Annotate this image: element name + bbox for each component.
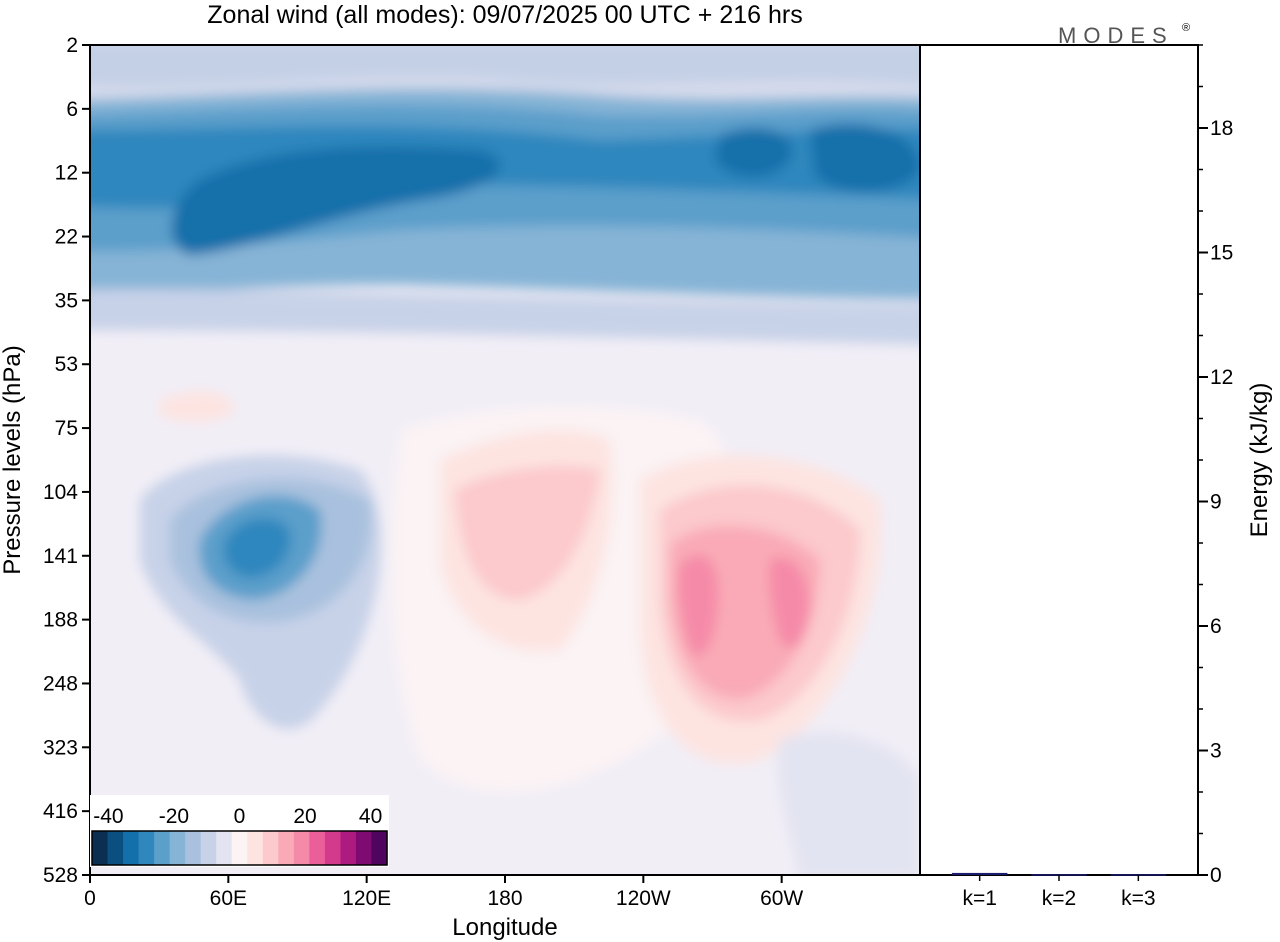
energy-axis-label: Energy (kJ/kg) — [1246, 383, 1273, 538]
x-tick-label: 60E — [210, 887, 247, 910]
y-tick-label: 104 — [43, 481, 78, 504]
energy-tick-label: 3 — [1210, 740, 1222, 763]
colorbar-tick-label: 20 — [293, 805, 316, 828]
blob-negative-core — [223, 517, 291, 579]
energy-y-axis: 0 3 6 9 12 15 18 — [1198, 44, 1233, 887]
energy-tick-label: 6 — [1210, 615, 1222, 638]
colorbar-swatch — [216, 831, 233, 865]
colorbar-swatch — [324, 831, 342, 865]
colorbar-swatch — [107, 831, 124, 865]
band-top-edge — [90, 45, 920, 88]
colorbar-swatch — [262, 831, 279, 865]
colorbar-swatch — [200, 831, 217, 865]
blob-positive-small — [160, 391, 235, 422]
colorbar-tick-label: -20 — [159, 805, 189, 828]
energy-bars — [951, 872, 1167, 876]
colorbar-swatch — [278, 831, 295, 865]
x-axis-label: Longitude — [452, 914, 557, 941]
x-tick-label: 0 — [84, 887, 96, 910]
y-tick-label: 141 — [43, 545, 78, 568]
x-tick-label: 60W — [760, 887, 803, 910]
colorbar-tick-label: 40 — [359, 805, 382, 828]
energy-tick-label: 12 — [1210, 366, 1233, 389]
colorbar — [90, 795, 389, 867]
energy-tick-label: 15 — [1210, 242, 1233, 265]
blob-surface-negative — [777, 732, 920, 875]
y-axis-label: Pressure levels (hPa) — [0, 345, 26, 574]
y-tick-label: 188 — [43, 609, 78, 632]
brand-logo: MODES — [1058, 23, 1174, 48]
colorbar-swatch — [293, 831, 310, 865]
y-tick-label: 323 — [43, 736, 78, 759]
blob-positive-west-inner — [455, 466, 600, 600]
colorbar-frame — [91, 830, 388, 866]
y-tick-label: 22 — [55, 226, 78, 249]
y-tick-label: 2 — [66, 34, 78, 57]
energy-category-label: k=1 — [962, 887, 996, 910]
y-tick-label: 416 — [43, 800, 78, 823]
colorbar-tick-label: -40 — [93, 805, 123, 828]
brand-registered-mark: ® — [1182, 22, 1190, 34]
blob-positive-core-b — [769, 557, 810, 648]
energy-tick-label: 9 — [1210, 491, 1222, 514]
energy-panel-frame — [919, 44, 1199, 876]
energy-x-axis: k=1 k=2 k=3 — [962, 875, 1156, 910]
x-axis: 0 60E 120E 180 120W 60W — [84, 875, 803, 910]
y-tick-label: 53 — [55, 353, 78, 376]
colorbar-swatch — [138, 831, 155, 865]
colorbar-swatch — [355, 831, 373, 865]
band-lower-stratosphere — [90, 288, 920, 345]
jet-core-east-a — [715, 128, 792, 177]
jet-core-west — [171, 146, 500, 255]
x-tick-label: 120W — [616, 887, 671, 910]
chart-title: Zonal wind (all modes): 09/07/2025 00 UT… — [207, 1, 802, 29]
x-tick-label: 180 — [487, 887, 522, 910]
y-tick-label: 528 — [43, 864, 78, 887]
y-tick-label: 6 — [66, 98, 78, 121]
y-axis: 2 6 12 22 35 53 75 104 141 188 248 323 416 528 — [43, 34, 90, 887]
colorbar-swatch — [371, 831, 388, 865]
colorbar-swatch — [154, 831, 171, 865]
y-tick-label: 75 — [55, 417, 78, 440]
heatmap-field — [90, 45, 920, 875]
energy-category-label: k=2 — [1042, 887, 1076, 910]
colorbar-swatch — [247, 831, 264, 865]
colorbar-swatch — [340, 831, 357, 865]
energy-bar — [951, 872, 1008, 875]
y-tick-label: 248 — [43, 672, 78, 695]
x-tick-label: 120E — [342, 887, 391, 910]
colorbar-tick-labels: -40 -20 0 20 40 — [93, 805, 382, 828]
energy-bar — [1110, 874, 1167, 876]
energy-bar — [1031, 874, 1087, 876]
energy-tick-label: 0 — [1210, 864, 1222, 887]
colorbar-swatch — [309, 831, 326, 865]
y-tick-label: 35 — [55, 289, 78, 312]
blob-positive-core-a — [678, 555, 719, 656]
colorbar-swatch — [169, 831, 186, 865]
energy-category-label: k=3 — [1121, 887, 1155, 910]
y-tick-label: 12 — [55, 162, 78, 185]
colorbar-swatch — [123, 831, 140, 865]
jet-core-east-b — [810, 124, 920, 192]
colorbar-tick-label: 0 — [234, 805, 246, 828]
energy-tick-label: 18 — [1210, 117, 1233, 140]
colorbar-swatch — [231, 831, 248, 865]
colorbar-swatch — [92, 831, 109, 865]
colorbar-swatch — [185, 831, 202, 865]
